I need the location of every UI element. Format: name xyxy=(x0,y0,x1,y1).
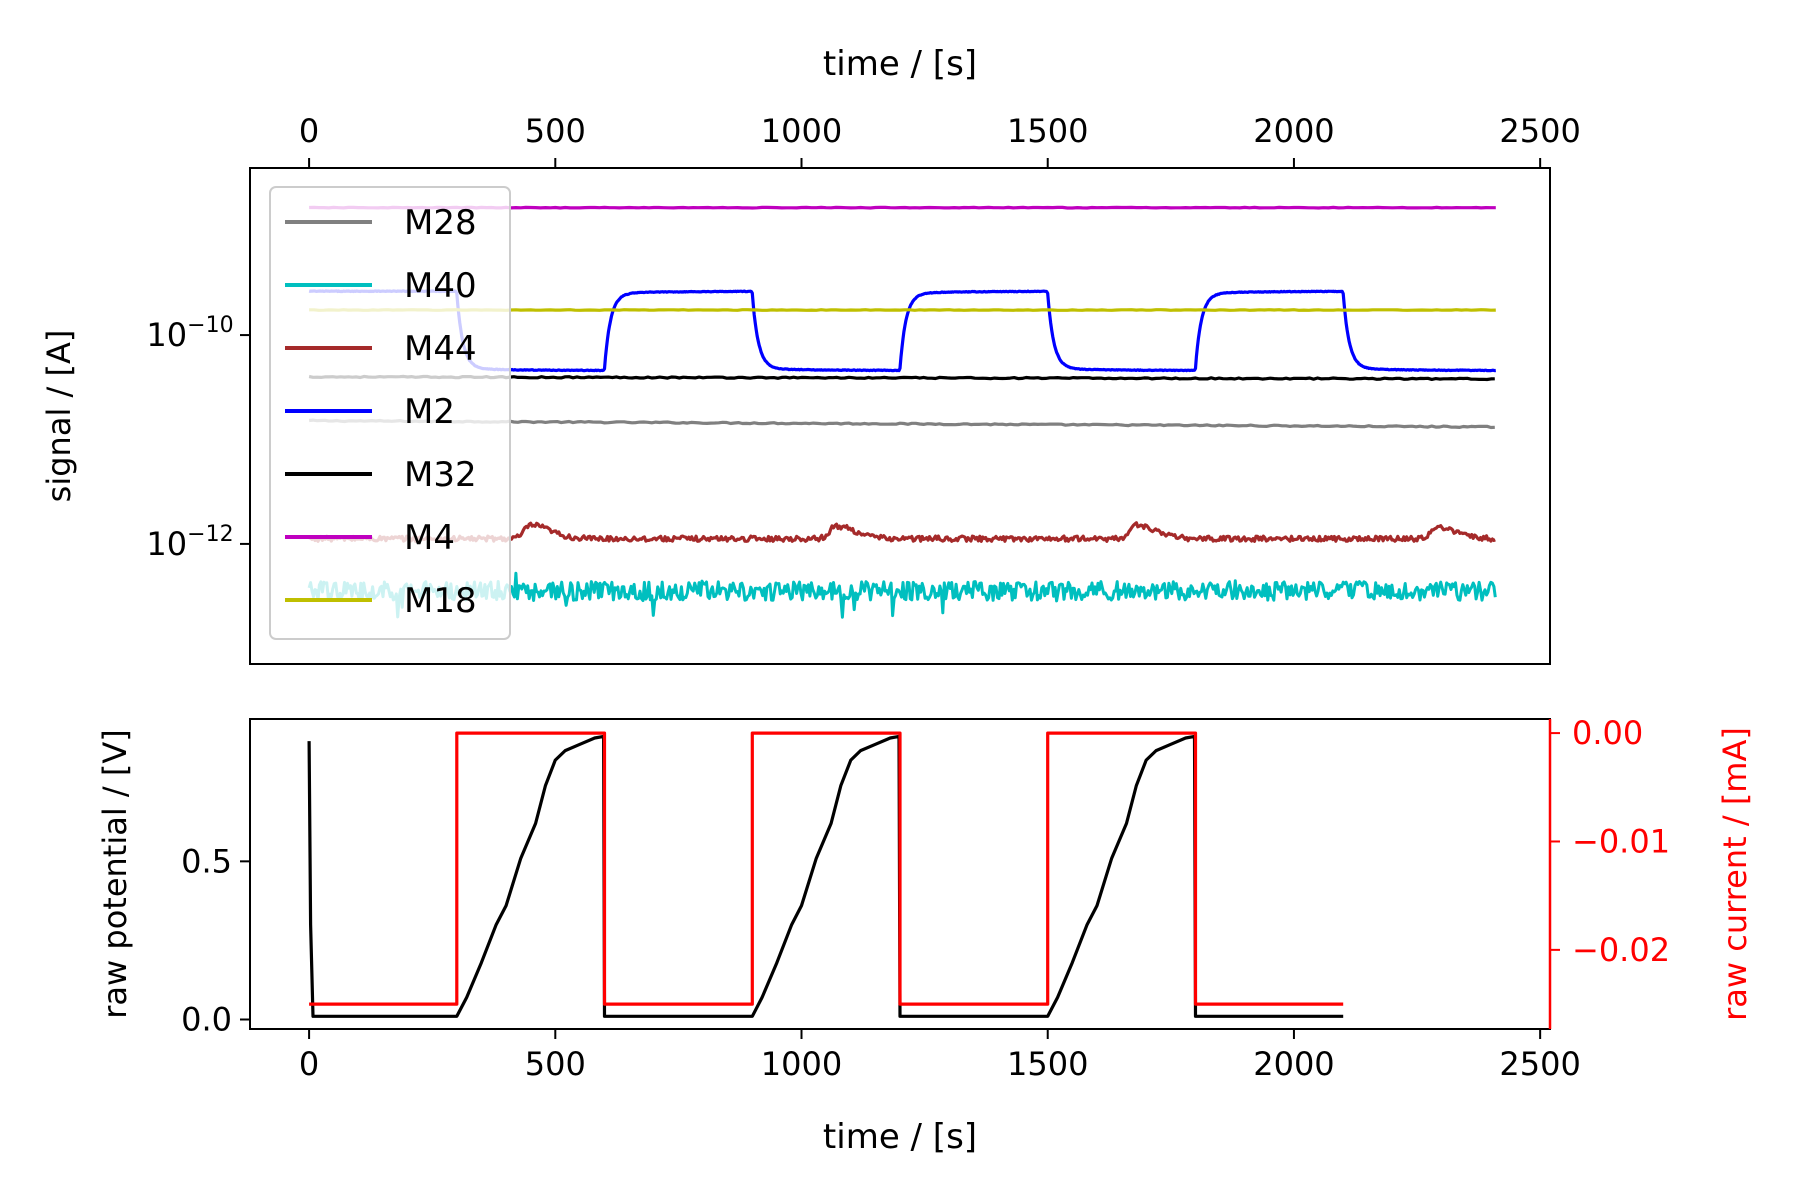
legend-label: M44 xyxy=(404,329,477,369)
legend-item-m32: M32 xyxy=(285,455,477,495)
potential-y-ticks: 0.0 0.5 xyxy=(181,842,250,1039)
signal-x-tick-label: 2000 xyxy=(1253,112,1334,150)
electrochem-panel: 0 500 1000 1500 2000 2500 0.0 0.5 0.00 −0.01 −0.… xyxy=(96,714,1754,1157)
current-y-tick-label: 0.00 xyxy=(1572,714,1643,752)
electrochem-x-tick-label: 1000 xyxy=(761,1045,842,1083)
current-y-ticks: 0.00 −0.01 −0.02 xyxy=(1550,714,1670,969)
electrochem-x-axis-label: time / [s] xyxy=(823,1117,977,1157)
signal-x-tick-label: 1000 xyxy=(761,112,842,150)
electrochem-x-tick-label: 2500 xyxy=(1499,1045,1580,1083)
legend-item-m40: M40 xyxy=(285,266,477,306)
signal-x-axis-label: time / [s] xyxy=(823,44,977,84)
tick-base: 10 xyxy=(146,316,187,354)
potential-y-axis-label: raw potential / [V] xyxy=(96,729,134,1018)
legend-label: M40 xyxy=(404,266,477,306)
signal-x-tick-label: 2500 xyxy=(1499,112,1580,150)
signal-y-tick-label: 10−10 xyxy=(146,313,233,354)
tick-exponent: −12 xyxy=(187,522,233,547)
legend-label: M2 xyxy=(404,392,455,432)
legend-item-m2: M2 xyxy=(285,392,455,432)
electrochem-x-tick-label: 0 xyxy=(299,1045,319,1083)
electrochem-series-group xyxy=(307,731,1344,1018)
tick-exponent: −10 xyxy=(187,313,233,338)
electrochem-x-tick-label: 1500 xyxy=(1007,1045,1088,1083)
legend-item-m18: M18 xyxy=(285,581,477,621)
potential-y-tick-label: 0.0 xyxy=(181,1001,232,1039)
electrochem-x-tick-label: 2000 xyxy=(1253,1045,1334,1083)
signal-x-tick-label: 0 xyxy=(299,112,319,150)
current-y-tick-label: −0.02 xyxy=(1572,931,1670,969)
signal-plot-frame xyxy=(249,167,1551,665)
potential-y-tick-label: 0.5 xyxy=(181,842,232,880)
legend-item-m4: M4 xyxy=(285,518,455,558)
signal-x-tick-label: 1500 xyxy=(1007,112,1088,150)
legend-item-m28: M28 xyxy=(285,203,477,243)
legend-box xyxy=(269,186,511,640)
electrochem-x-tick-label: 500 xyxy=(525,1045,586,1083)
current-y-tick-label: −0.01 xyxy=(1572,822,1670,860)
signal-y-tick-label: 10−12 xyxy=(146,522,233,563)
legend: M28 M40 M44 M2 M32 M4 M18 xyxy=(269,186,511,640)
legend-label: M18 xyxy=(404,581,477,621)
legend-label: M28 xyxy=(404,203,477,243)
legend-item-m44: M44 xyxy=(285,329,477,369)
current-y-axis-label: raw current / [mA] xyxy=(1716,727,1754,1021)
signal-y-axis-label: signal / [A] xyxy=(40,330,78,503)
electrochem-x-ticks: 0 500 1000 1500 2000 2500 xyxy=(299,1029,1581,1083)
tick-base: 10 xyxy=(146,525,187,563)
legend-label: M32 xyxy=(404,455,477,495)
series-line-current xyxy=(309,731,1344,1006)
series-line-potential xyxy=(307,734,1344,1018)
signal-x-tick-label: 500 xyxy=(525,112,586,150)
legend-label: M4 xyxy=(404,518,455,558)
signal-x-ticks: 0 500 1000 1500 2000 2500 xyxy=(299,112,1581,168)
